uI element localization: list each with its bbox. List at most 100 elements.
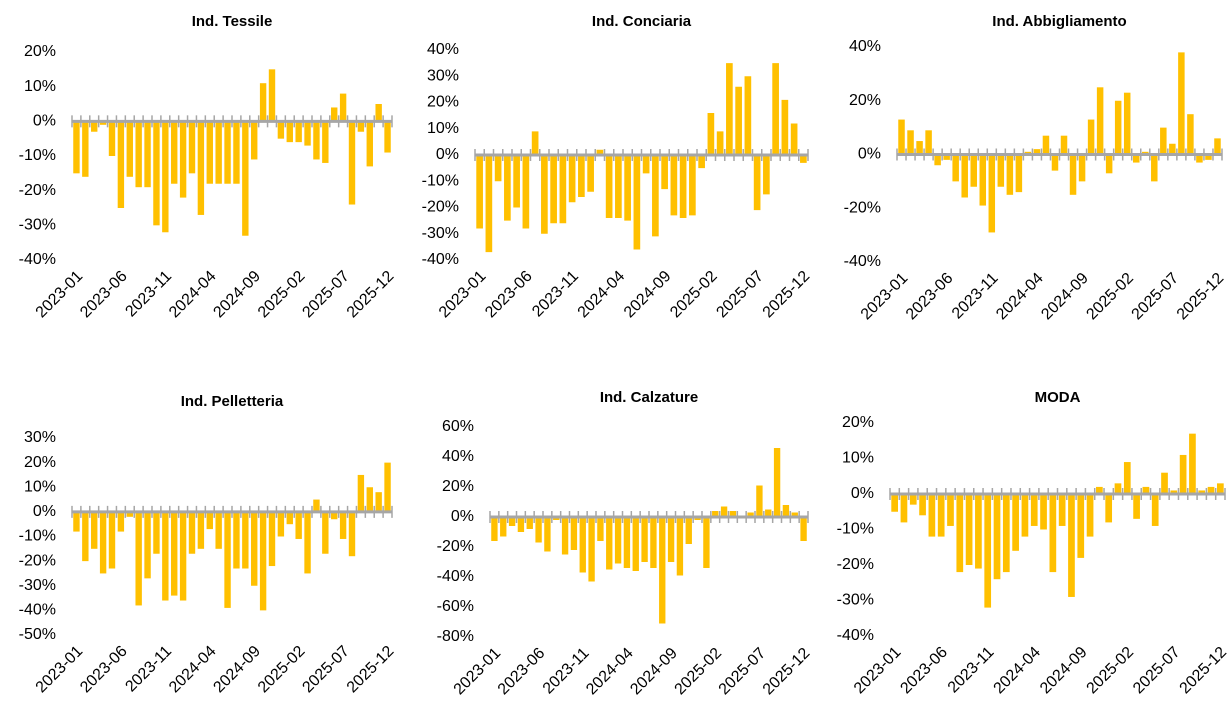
bar <box>135 511 142 606</box>
x-tick-label: 2023-11 <box>529 268 582 321</box>
bar <box>544 517 551 552</box>
bar <box>1161 472 1168 494</box>
bar <box>1040 494 1047 530</box>
bar <box>224 121 231 184</box>
bar <box>322 121 329 163</box>
bar <box>277 121 285 139</box>
bar <box>685 517 692 544</box>
bar <box>1123 462 1131 494</box>
bar <box>1087 119 1095 155</box>
bar <box>1114 100 1122 155</box>
bar <box>782 505 790 517</box>
y-tick-label: -80% <box>437 628 474 645</box>
bar <box>1198 490 1206 494</box>
bar <box>579 517 586 573</box>
bar <box>1012 494 1019 551</box>
bar <box>268 69 276 122</box>
bar <box>224 511 231 608</box>
bar <box>641 517 648 562</box>
bar <box>339 93 347 122</box>
bar <box>1196 154 1203 163</box>
y-tick-label: 60% <box>442 418 474 435</box>
bar <box>313 499 320 512</box>
bar <box>1002 494 1010 573</box>
bar <box>504 155 511 221</box>
bar <box>375 492 382 512</box>
bar <box>1142 486 1150 494</box>
bar <box>1214 138 1221 155</box>
x-tick-label: 2024-09 <box>627 645 681 699</box>
bar <box>357 121 365 132</box>
bar <box>642 155 650 174</box>
bar <box>500 517 507 537</box>
x-tick-label: 2025-02 <box>667 268 721 322</box>
bar <box>1178 52 1185 155</box>
y-tick-label: -20% <box>837 556 874 573</box>
bar <box>508 517 516 526</box>
y-tick-label: 40% <box>427 41 459 58</box>
bar <box>304 511 311 574</box>
x-tick-label: 2024-09 <box>210 268 264 322</box>
bar <box>522 155 530 229</box>
chart-title: Ind. Calzature <box>600 389 698 406</box>
y-tick-label: -60% <box>437 598 474 615</box>
bar <box>596 149 604 155</box>
bar <box>375 104 382 122</box>
y-tick-label: -20% <box>844 199 881 216</box>
bar <box>242 121 249 236</box>
bar <box>661 155 668 190</box>
bar <box>550 155 557 224</box>
chart-panel: Ind. Tessile -40% -30% -20% -10% 0% 10% 20% 2023… <box>19 13 398 321</box>
x-tick-label: 2023-11 <box>540 645 593 698</box>
y-tick-label: -30% <box>19 217 56 234</box>
x-tick-label: 2025-12 <box>1174 270 1228 324</box>
chart-title: Ind. Pelletteria <box>181 393 284 410</box>
chart-title: Ind. Abbigliamento <box>992 13 1126 30</box>
y-tick-label: -40% <box>19 251 56 268</box>
bar <box>605 155 613 218</box>
bar <box>747 512 754 517</box>
bar <box>1030 494 1038 526</box>
bar <box>633 155 641 250</box>
bar <box>716 131 724 155</box>
bar <box>1078 154 1086 182</box>
bar <box>348 511 356 557</box>
y-tick-label: -20% <box>19 182 56 199</box>
x-tick-label: 2023-06 <box>482 268 536 322</box>
x-tick-label: 2025-07 <box>299 268 353 322</box>
y-tick-label: 0% <box>451 508 474 525</box>
bar <box>526 517 533 529</box>
x-tick-label: 2025-07 <box>1130 644 1184 698</box>
y-tick-label: -20% <box>422 199 459 216</box>
bar <box>578 155 585 197</box>
x-tick-label: 2023-01 <box>33 643 87 697</box>
chart-panel: Ind. Conciaria -40% -30% -20% -10% 0% 10% 20% 30… <box>422 13 814 321</box>
x-tick-label: 2025-07 <box>299 643 353 697</box>
x-tick-label: 2025-12 <box>760 268 814 322</box>
bar <box>1151 154 1158 182</box>
bar <box>1068 494 1075 597</box>
bar <box>1207 486 1215 494</box>
chart-panel: MODA-40%-30%-20%-10%0%10%20%2023-012023-… <box>837 389 1231 697</box>
y-tick-label: 20% <box>427 94 459 111</box>
bar <box>233 121 240 184</box>
bar <box>726 63 733 155</box>
bar <box>597 517 604 541</box>
bar <box>965 494 973 565</box>
bar <box>615 155 622 218</box>
bar <box>712 511 719 517</box>
bar <box>1086 494 1094 537</box>
y-tick-label: -30% <box>422 225 459 242</box>
bar <box>73 121 80 174</box>
bar <box>197 121 205 215</box>
bar <box>188 121 196 174</box>
y-tick-label: 0% <box>436 146 459 163</box>
bar <box>531 131 539 155</box>
bar <box>366 121 373 167</box>
bar <box>606 517 613 570</box>
bar <box>206 121 213 184</box>
x-tick-label: 2025-02 <box>672 645 726 699</box>
bar <box>623 517 631 568</box>
y-tick-label: -40% <box>422 251 459 268</box>
